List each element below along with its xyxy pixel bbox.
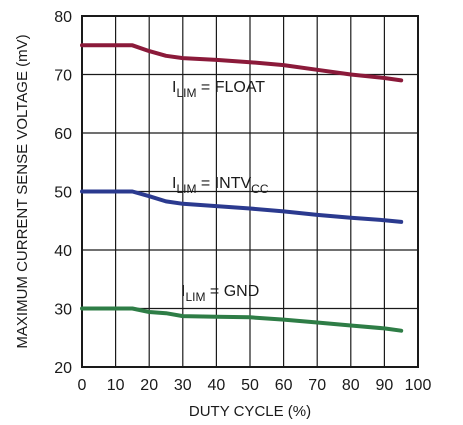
y-tick-labels: 20 30 40 50 60 70 80 [54, 9, 72, 377]
y-tick-label: 40 [54, 243, 72, 260]
x-tick-labels: 0 10 20 30 40 50 60 70 80 90 100 [78, 377, 432, 394]
y-tick-label: 80 [54, 9, 72, 26]
y-tick-label: 20 [54, 360, 72, 377]
y-axis-label: MAXIMUM CURRENT SENSE VOLTAGE (mV) [14, 34, 31, 348]
y-tick-label: 70 [54, 68, 72, 85]
x-tick-label: 10 [107, 377, 125, 394]
x-axis-label: DUTY CYCLE (%) [189, 403, 311, 420]
y-tick-label: 60 [54, 126, 72, 143]
series-line-float [80, 43, 404, 83]
x-tick-label: 100 [405, 377, 432, 394]
x-tick-label: 0 [78, 377, 87, 394]
x-tick-label: 70 [308, 377, 326, 394]
x-tick-label: 60 [275, 377, 293, 394]
series-label-float: ILIM = FLOAT [172, 79, 265, 100]
x-tick-label: 90 [376, 377, 394, 394]
x-tick-label: 30 [174, 377, 192, 394]
series-line-intvcc [80, 189, 404, 224]
series-lines [80, 43, 404, 333]
series-label-gnd: ILIM = GND [181, 283, 259, 304]
x-tick-label: 40 [208, 377, 226, 394]
x-tick-label: 20 [140, 377, 158, 394]
series-line-gnd [80, 306, 404, 333]
x-tick-label: 80 [342, 377, 360, 394]
series-labels: ILIM = FLOAT ILIM = INTVCC ILIM = GND [172, 79, 269, 304]
y-tick-label: 30 [54, 302, 72, 319]
series-label-intvcc: ILIM = INTVCC [172, 175, 269, 196]
y-tick-label: 50 [54, 185, 72, 202]
x-tick-label: 50 [241, 377, 259, 394]
